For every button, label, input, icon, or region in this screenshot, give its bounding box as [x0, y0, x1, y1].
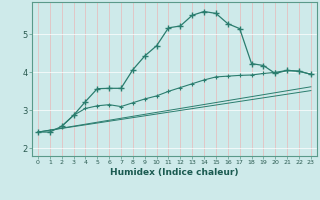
- X-axis label: Humidex (Indice chaleur): Humidex (Indice chaleur): [110, 168, 239, 177]
